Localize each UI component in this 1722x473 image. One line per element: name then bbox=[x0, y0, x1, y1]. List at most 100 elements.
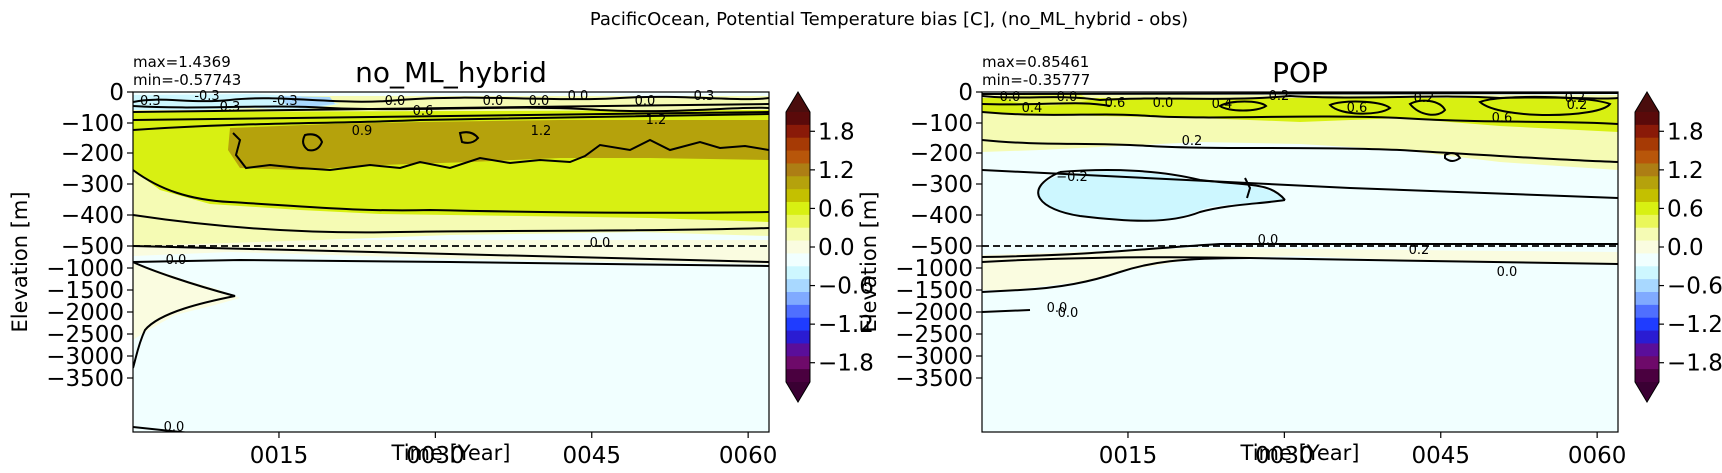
colorbar-segment bbox=[786, 202, 810, 216]
y-tick-label: −1000 bbox=[46, 256, 124, 282]
contour-label: -0.3 bbox=[194, 89, 219, 104]
y-tick-label: −2000 bbox=[46, 300, 124, 326]
y-tick-label: −3500 bbox=[46, 366, 124, 392]
y-tick-label: −1500 bbox=[895, 278, 973, 304]
x-ticks: 0015 0030 0045 0060 bbox=[250, 432, 778, 469]
y-tick-label: −200 bbox=[61, 141, 124, 167]
colorbar-tick-label: −1.8 bbox=[818, 351, 874, 377]
y-tick-label: −400 bbox=[61, 203, 124, 229]
colorbar-segment bbox=[1635, 163, 1659, 177]
contour-labels: 0.00.40.0 0.6 0.0 0.40.20.60.20.60.20.20.20… bbox=[1000, 89, 1588, 321]
contour-label: 0.3 bbox=[694, 89, 715, 104]
y-tick-label: −2500 bbox=[46, 322, 124, 348]
panel-pop: POP max=0.85461 min=-0.35777 bbox=[857, 53, 1722, 469]
x-tick-label: 0045 bbox=[562, 443, 621, 469]
colorbar-segment bbox=[1635, 279, 1659, 293]
contour-label: 0.2 bbox=[1414, 91, 1435, 106]
colorbar-segment bbox=[786, 150, 810, 165]
y-tick-label: −1000 bbox=[895, 256, 973, 282]
colorbar-extend-max bbox=[786, 92, 810, 112]
x-tick-label: 0015 bbox=[250, 443, 309, 469]
colorbar-segment bbox=[786, 279, 810, 293]
colorbar-segment bbox=[1635, 112, 1659, 126]
contour-label: 0.0 bbox=[529, 94, 550, 109]
contour-label: 0.2 bbox=[1409, 243, 1430, 258]
y-tick-label: −3000 bbox=[895, 344, 973, 370]
x-tick-label: 0045 bbox=[1411, 443, 1470, 469]
contour-label: 0.0 bbox=[1058, 306, 1079, 321]
stat-min: min=-0.57743 bbox=[133, 71, 241, 89]
colorbar-segment bbox=[1635, 266, 1659, 280]
colorbar-segment bbox=[1635, 253, 1659, 267]
x-axis-label: Time [Year] bbox=[391, 441, 511, 465]
colorbar-segment bbox=[786, 266, 810, 280]
colorbar-segment bbox=[1635, 343, 1659, 357]
colorbar-tick-label: 0.6 bbox=[1667, 196, 1704, 222]
colorbar: 1.8 1.2 0.6 0.0 −0.6 −1.2 −1.8 bbox=[1634, 91, 1722, 403]
contour-label: 0.4 bbox=[1212, 97, 1233, 112]
colorbar-segment bbox=[786, 214, 810, 229]
colorbar-tick-label: −0.6 bbox=[1667, 274, 1722, 300]
figure-title: PacificOcean, Potential Temperature bias… bbox=[590, 9, 1188, 30]
contour-label: 0.0 bbox=[590, 236, 611, 251]
y-tick-label: −2000 bbox=[895, 300, 973, 326]
contour-label: 1.2 bbox=[646, 113, 667, 128]
colorbar-segment bbox=[786, 189, 810, 203]
colorbar-segment bbox=[1635, 369, 1659, 383]
contour-label: 0.2 bbox=[1269, 89, 1290, 104]
subsurface-warm-band bbox=[982, 98, 1618, 132]
colorbar-segment bbox=[1635, 317, 1659, 332]
colorbar-tick-label: 0.0 bbox=[1667, 235, 1704, 261]
x-ticks: 0015 0030 0045 0060 bbox=[1099, 432, 1627, 469]
colorbar: 1.8 1.2 0.6 0.0 −0.6 −1.2 −1.8 bbox=[785, 91, 874, 403]
deep-warm-region bbox=[133, 240, 769, 340]
colorbar-segment bbox=[786, 369, 810, 383]
plot-frame bbox=[132, 91, 770, 433]
contour-label: 0.0 bbox=[164, 420, 185, 435]
colorbar-segment bbox=[1635, 227, 1659, 242]
y-tick-label: −300 bbox=[61, 172, 124, 198]
contour-label: 1.2 bbox=[531, 124, 552, 139]
colorbar-tick-label: 0.0 bbox=[818, 235, 855, 261]
colorbar-extend-min bbox=[1635, 382, 1659, 402]
colorbar-segment bbox=[786, 253, 810, 267]
colorbar-tick-label: 1.2 bbox=[1667, 158, 1704, 184]
stat-max: max=0.85461 bbox=[982, 53, 1089, 71]
colorbar-segment bbox=[786, 124, 810, 139]
y-ticks: 0 −100 −200 −300 −400 −500−1000−1500−2000−250… bbox=[895, 80, 982, 392]
colorbar-segment bbox=[786, 356, 810, 370]
colorbar-segment bbox=[786, 137, 810, 152]
colorbar-segment bbox=[786, 240, 810, 255]
x-tick-label: 0060 bbox=[719, 443, 778, 469]
colorbar-segment bbox=[1635, 189, 1659, 203]
contour-label: 0.3 bbox=[220, 100, 241, 115]
contour-label: 0.4 bbox=[1022, 101, 1043, 116]
y-tick-label: −3500 bbox=[895, 366, 973, 392]
colorbar-segment bbox=[1635, 137, 1659, 152]
panel-no-ml-hybrid: no_ML_hybrid max=1.4369 min=-0.57743 bbox=[8, 53, 874, 469]
colorbar-segment bbox=[1635, 202, 1659, 216]
y-tick-label: −500 bbox=[61, 234, 124, 260]
colorbar-segment bbox=[1635, 124, 1659, 139]
y-tick-label: 0 bbox=[958, 80, 973, 106]
contour-label: 0.2 bbox=[1567, 98, 1588, 113]
x-tick-label: 0030 bbox=[406, 443, 465, 469]
heatmap-field bbox=[133, 92, 769, 432]
colorbar-tick-label: 0.6 bbox=[818, 196, 855, 222]
y-ticks: 0 −100 −200 −300 −400 −500−1000−1500−2000−250… bbox=[46, 80, 133, 392]
stat-min: min=-0.35777 bbox=[982, 71, 1090, 89]
contour-label: 0.0 bbox=[1497, 265, 1518, 280]
colorbar-extend-min bbox=[786, 382, 810, 402]
colorbar-segment bbox=[786, 227, 810, 242]
y-tick-label: −2500 bbox=[895, 322, 973, 348]
colorbar-frame bbox=[785, 91, 811, 403]
contour-label: 0.0 bbox=[1153, 96, 1174, 111]
colorbar-segment bbox=[786, 343, 810, 357]
colorbar-segment bbox=[786, 292, 810, 306]
contour-label: 0.0 bbox=[1258, 233, 1279, 248]
colorbar-tick-label: −1.2 bbox=[1667, 312, 1722, 338]
y-tick-label: −400 bbox=[910, 203, 973, 229]
x-tick-label: 0060 bbox=[1568, 443, 1627, 469]
y-tick-label: −100 bbox=[910, 111, 973, 137]
